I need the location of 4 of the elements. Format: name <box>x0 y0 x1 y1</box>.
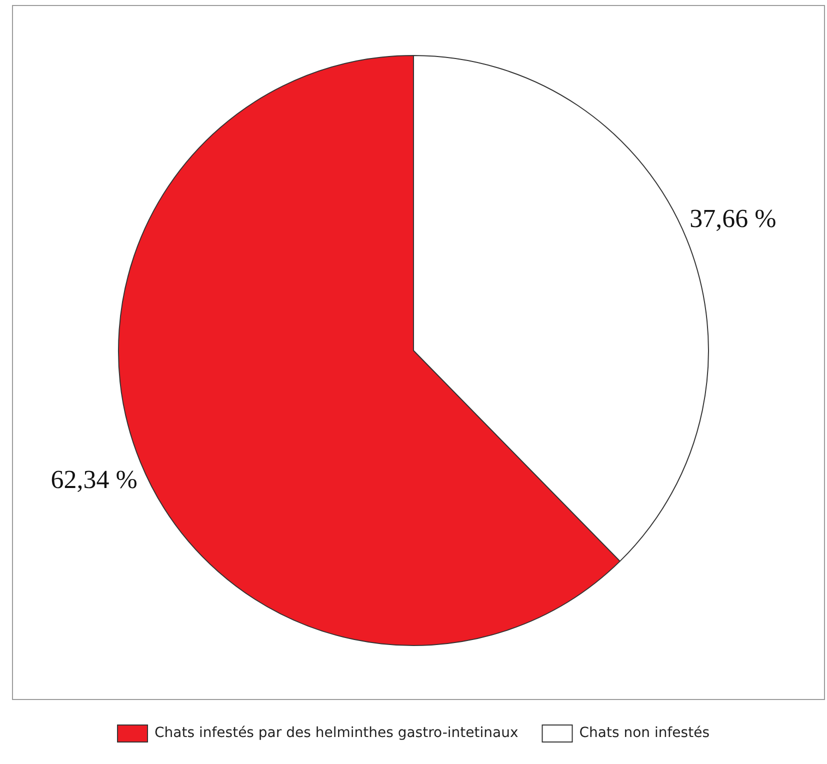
data-label: 37,66 % <box>690 204 776 233</box>
data-label: 62,34 % <box>50 464 138 494</box>
legend-label: Chats non infestés <box>579 725 710 742</box>
legend-label: Chats infestés par des helminthes gastro-intetinaux <box>154 725 518 742</box>
